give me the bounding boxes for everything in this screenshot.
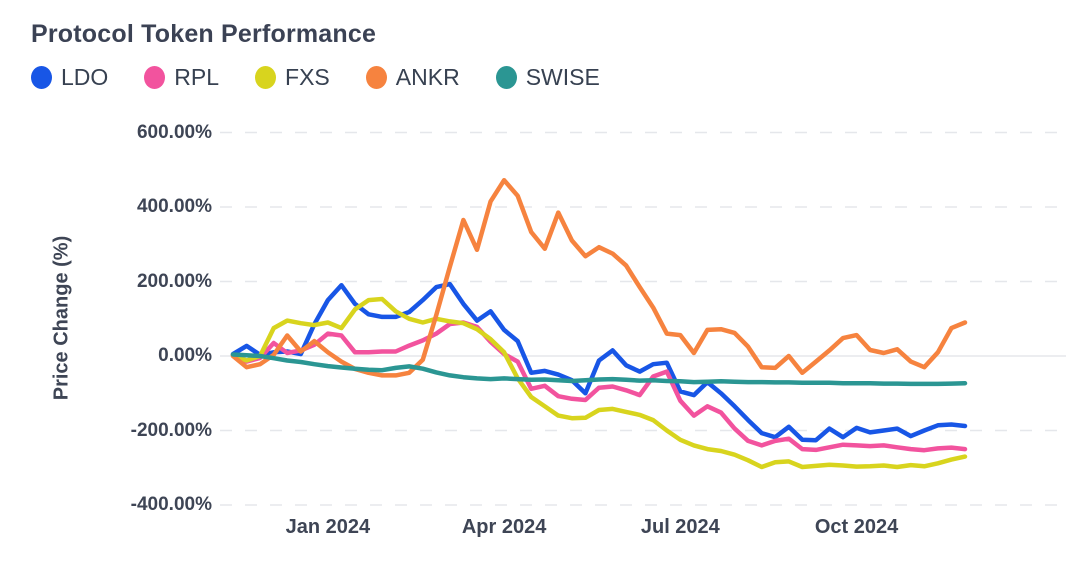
series-line-rpl xyxy=(230,320,968,453)
legend-swatch-icon-rpl xyxy=(144,66,166,89)
legend-swatch-icon-swise xyxy=(495,66,517,89)
legend-swatch-icon-ankr xyxy=(365,66,387,89)
y-tick-label-200: 200.00% xyxy=(136,270,212,292)
y-tick-label--400: -400.00% xyxy=(130,494,212,515)
series-line-ankr xyxy=(230,177,968,378)
legend-item-rpl[interactable]: RPL xyxy=(144,64,219,91)
legend-item-swise[interactable]: SWISE xyxy=(495,64,600,91)
y-tick-label-0: 0.00% xyxy=(158,345,212,366)
y-tick-label-600: 600.00% xyxy=(136,121,212,143)
legend-label-ldo: LDO xyxy=(61,64,109,90)
x-tick-label-apr-2024: Apr 2024 xyxy=(461,516,547,538)
legend-label-fxs: FXS xyxy=(285,64,330,90)
legend-item-ankr[interactable]: ANKR xyxy=(365,64,460,91)
legend-item-ldo[interactable]: LDO xyxy=(31,64,108,91)
legend-item-fxs[interactable]: FXS xyxy=(255,64,330,91)
legend: LDO RPL FXS ANKR SWISE xyxy=(31,64,636,91)
series-line-fxs xyxy=(230,296,968,470)
y-tick-label-400: 400.00% xyxy=(136,196,212,217)
legend-label-rpl: RPL xyxy=(174,64,220,90)
series-line-ldo xyxy=(230,281,968,443)
legend-swatch-icon-fxs xyxy=(255,66,277,89)
legend-swatch-icon-ldo xyxy=(31,66,52,89)
series-line-swise xyxy=(230,352,968,387)
chart-title: Protocol Token Performance xyxy=(31,20,377,48)
x-tick-label-jan-2024: Jan 2024 xyxy=(285,516,371,538)
x-tick-label-jul-2024: Jul 2024 xyxy=(640,516,720,538)
legend-label-swise: SWISE xyxy=(525,64,600,90)
x-tick-label-oct-2024: Oct 2024 xyxy=(814,516,899,538)
y-tick-label--200: -200.00% xyxy=(130,419,212,441)
legend-label-ankr: ANKR xyxy=(395,64,460,90)
